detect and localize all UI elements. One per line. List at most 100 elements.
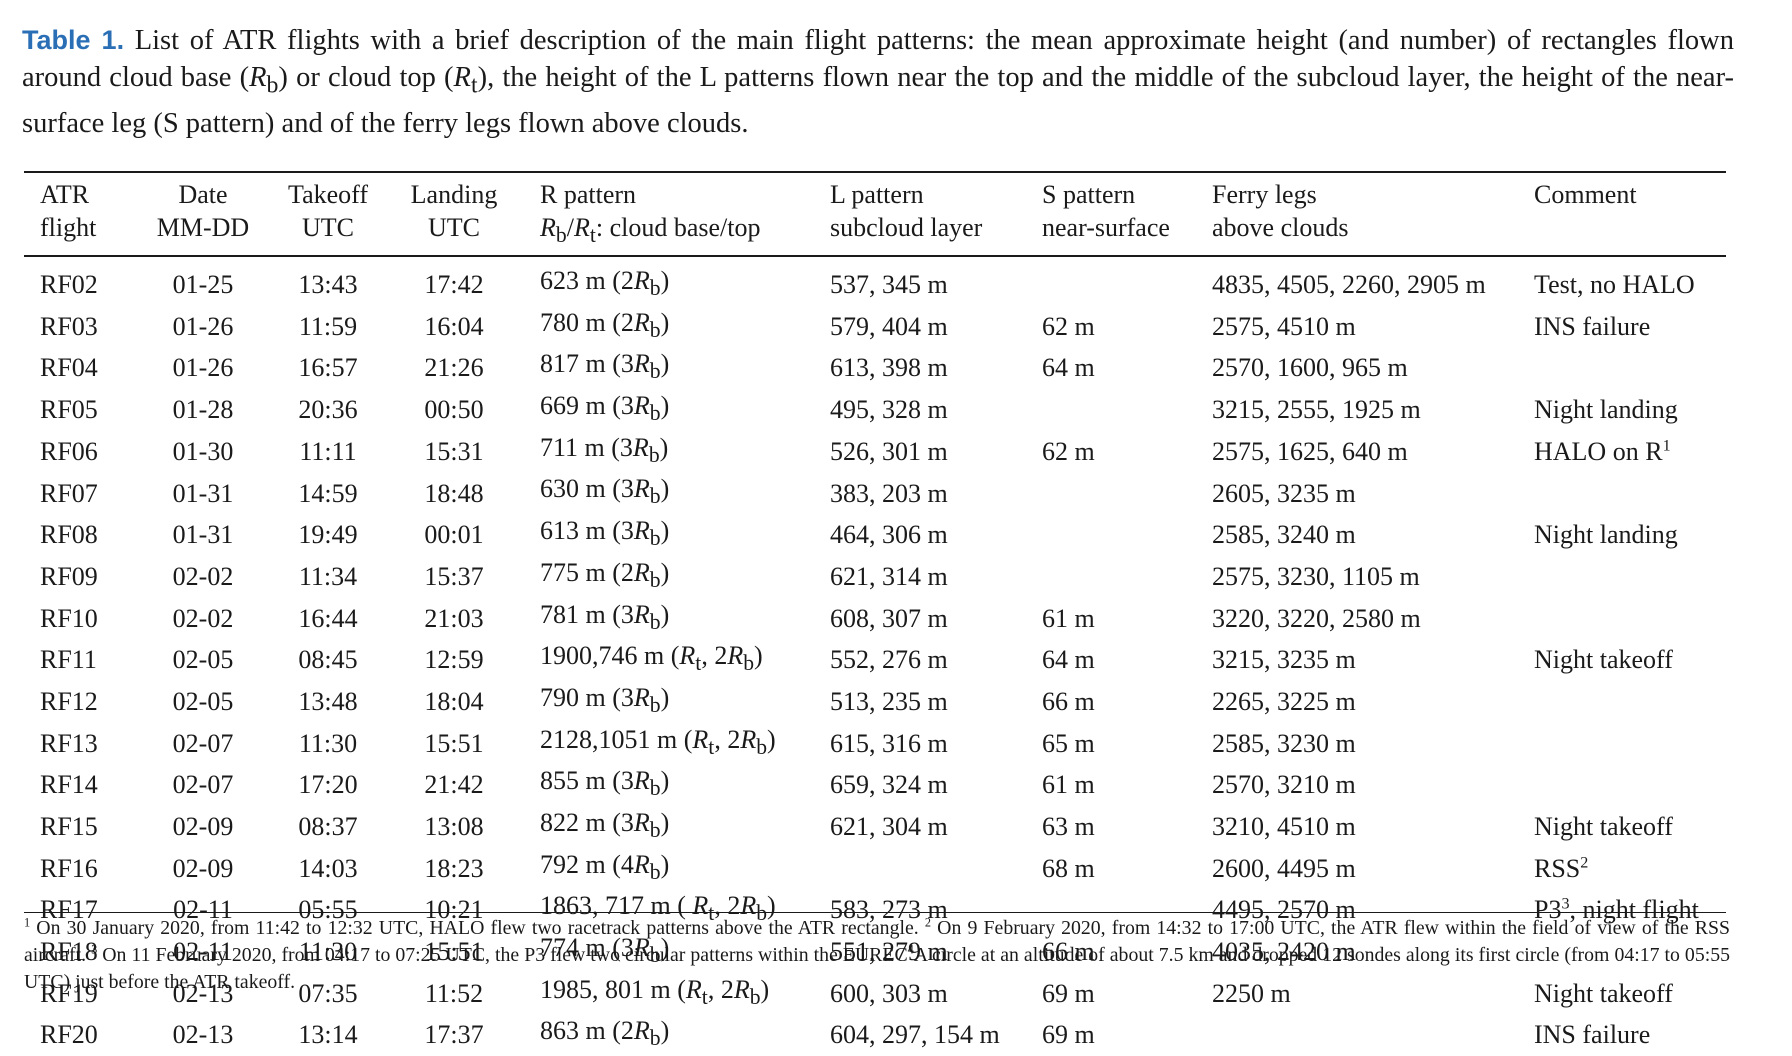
cell-atr: RF11 [40, 645, 97, 675]
table-row: RF09 02-02 11:34 15:37 775 m (2Rb) 621, 314 m… [24, 556, 1754, 598]
cell-ferry: 3215, 2555, 1925 m [1212, 395, 1421, 425]
cell-date: 02-09 [172, 812, 234, 842]
table-row: RF19 02-13 07:35 11:52 1985, 801 m (Rt, 2Rb)… [24, 973, 1754, 1015]
cell-date: 02-13 [172, 1020, 234, 1050]
cell-r: 780 m (2Rb) [540, 307, 670, 342]
cell-l: 659, 324 m [830, 770, 948, 800]
cell-atr: RF17 [40, 895, 98, 925]
cell-ferry: 3220, 3220, 2580 m [1212, 603, 1421, 633]
cell-comment [1534, 598, 1754, 640]
cell-date: 02-07 [172, 728, 234, 758]
cell-comment: INS failure [1534, 1020, 1651, 1050]
cell-takeoff: 14:59 [298, 478, 358, 508]
cell-r: 623 m (2Rb) [540, 266, 670, 301]
cell-date: 02-07 [172, 770, 234, 800]
cell-l: 608, 307 m [830, 603, 948, 633]
cell-comment: Night takeoff [1534, 978, 1673, 1008]
cell-landing: 00:01 [424, 520, 484, 550]
cell-atr: RF08 [40, 520, 98, 550]
cell-s: 69 m [1042, 978, 1095, 1008]
cell-takeoff: 07:35 [298, 978, 358, 1008]
cell-atr: RF19 [40, 978, 98, 1008]
cell-takeoff: 16:57 [298, 353, 358, 383]
cell-atr: RF03 [40, 311, 98, 341]
cell-atr: RF15 [40, 812, 98, 842]
cell-r: 711 m (3Rb) [540, 432, 669, 467]
cell-ferry: 2570, 3210 m [1212, 770, 1356, 800]
cell-l: 579, 404 m [830, 311, 948, 341]
cell-s: 62 m [1042, 436, 1095, 466]
atr-flights-table: ATR flight Date MM-DD Takeoff UTC Landing UT… [24, 172, 1754, 1056]
cell-comment: P33, night flight [1534, 895, 1699, 925]
table-caption: Table 1. List of ATR flights with a brie… [22, 22, 1734, 142]
cell-atr: RF12 [40, 686, 98, 716]
cell-landing: 13:08 [424, 812, 484, 842]
table-label: Table 1. [22, 25, 125, 55]
cell-comment: Night takeoff [1534, 812, 1673, 842]
cell-l: 615, 316 m [830, 728, 948, 758]
cell-ferry: 2570, 1600, 965 m [1212, 353, 1408, 383]
table-row: RF15 02-09 08:37 13:08 822 m (3Rb) 621, 304 m… [24, 806, 1754, 848]
table-row: RF16 02-09 14:03 18:23 792 m (4Rb) 68 m 2600, … [24, 848, 1754, 890]
cell-date: 02-11 [173, 937, 233, 967]
cell-date: 02-05 [172, 645, 234, 675]
cell-comment [1534, 347, 1754, 389]
bottom-rule [24, 912, 1726, 914]
cell-takeoff: 11:30 [298, 937, 358, 967]
cell-landing: 10:21 [424, 895, 484, 925]
table-row: RF06 01-30 11:11 15:31 711 m (3Rb) 526, 301 m… [24, 431, 1754, 473]
cell-landing: 17:42 [424, 270, 484, 300]
cell-takeoff: 11:34 [298, 561, 358, 591]
cell-r: 792 m (4Rb) [540, 849, 670, 884]
cell-s: 69 m [1042, 1020, 1095, 1050]
cell-l: 583, 273 m [830, 895, 948, 925]
cell-takeoff: 13:48 [298, 686, 358, 716]
cell-s [1042, 472, 1212, 514]
cell-comment: Night takeoff [1534, 645, 1673, 675]
cell-comment [1534, 472, 1754, 514]
cell-date: 02-11 [173, 895, 233, 925]
cell-ferry: 2265, 3225 m [1212, 686, 1356, 716]
cell-comment: Night landing [1534, 395, 1678, 425]
cell-landing: 15:51 [424, 728, 484, 758]
cell-r: 1900,746 m (Rt, 2Rb) [540, 641, 763, 676]
header-date: Date MM-DD [156, 180, 250, 242]
cell-date: 01-30 [172, 436, 234, 466]
table-row: RF03 01-26 11:59 16:04 780 m (2Rb) 579, 404 m… [24, 306, 1754, 348]
cell-landing: 15:37 [424, 561, 484, 591]
cell-l: 537, 345 m [830, 270, 948, 300]
cell-landing: 00:50 [424, 395, 484, 425]
table-row: RF18 02-11 11:30 15:51 774 m (3Rb) 551, 279 m… [24, 931, 1754, 973]
cell-comment [1534, 764, 1754, 806]
cell-takeoff: 13:14 [298, 1020, 358, 1050]
cell-atr: RF07 [40, 478, 98, 508]
header-atr: ATR flight [40, 180, 97, 242]
table-row: RF14 02-07 17:20 21:42 855 m (3Rb) 659, 324 m… [24, 764, 1754, 806]
cell-comment: RSS2 [1534, 853, 1589, 883]
cell-r: 2128,1051 m (Rt, 2Rb) [540, 724, 776, 759]
cell-l: 604, 297, 154 m [830, 1020, 1000, 1050]
cell-landing: 18:23 [424, 853, 484, 883]
cell-atr: RF04 [40, 353, 98, 383]
header-rule [24, 255, 1726, 257]
cell-takeoff: 11:30 [298, 728, 358, 758]
cell-comment: HALO on R1 [1534, 436, 1671, 466]
header-s-pattern: S pattern near-surface [1042, 180, 1170, 242]
cell-takeoff: 05:55 [298, 895, 358, 925]
cell-l: 464, 306 m [830, 520, 948, 550]
cell-landing: 18:48 [424, 478, 484, 508]
cell-r: 613 m (3Rb) [540, 516, 670, 551]
cell-l: 621, 314 m [830, 561, 948, 591]
cell-s: 68 m [1042, 853, 1095, 883]
cell-comment [1534, 723, 1754, 765]
cell-atr: RF02 [40, 270, 98, 300]
cell-date: 01-25 [172, 270, 234, 300]
cell-l: 621, 304 m [830, 812, 948, 842]
cell-atr: RF13 [40, 728, 98, 758]
table-row: RF07 01-31 14:59 18:48 630 m (3Rb) 383, 203 m… [24, 472, 1754, 514]
cell-r: 822 m (3Rb) [540, 807, 670, 843]
header-l-pattern: L pattern subcloud layer [830, 180, 983, 242]
cell-landing: 21:42 [424, 770, 484, 800]
cell-atr: RF05 [40, 395, 98, 425]
cell-comment: INS failure [1534, 311, 1651, 341]
